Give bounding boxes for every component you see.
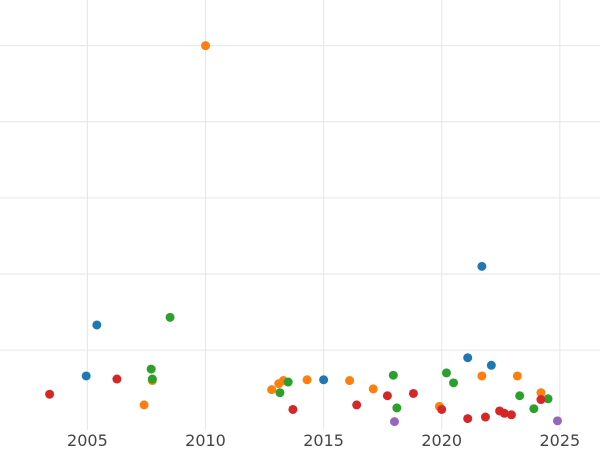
- data-point: [389, 417, 399, 427]
- data-point: [408, 388, 418, 398]
- data-point: [449, 378, 459, 388]
- gridlines: [0, 0, 600, 430]
- data-point: [388, 370, 398, 380]
- data-point: [368, 384, 378, 394]
- x-tick-label: 2010: [185, 431, 226, 450]
- data-point: [165, 312, 175, 322]
- data-point: [345, 376, 355, 386]
- data-point: [477, 371, 487, 381]
- data-point: [536, 388, 546, 398]
- x-tick-label: 2005: [67, 431, 108, 450]
- data-point: [512, 371, 522, 381]
- data-point: [92, 320, 102, 330]
- data-point: [382, 391, 392, 401]
- data-point: [463, 353, 473, 363]
- data-point: [275, 388, 285, 398]
- data-point: [480, 412, 490, 422]
- data-points: [45, 41, 562, 427]
- data-point: [146, 364, 156, 374]
- data-point: [283, 377, 293, 387]
- data-point: [319, 375, 329, 385]
- data-point: [267, 385, 277, 395]
- data-point: [515, 391, 525, 401]
- data-point: [463, 414, 473, 424]
- data-point: [147, 374, 157, 384]
- x-tick-label: 2025: [539, 431, 580, 450]
- x-tick-label: 2020: [421, 431, 462, 450]
- data-point: [81, 371, 91, 381]
- data-point: [437, 404, 447, 414]
- data-point: [543, 394, 553, 404]
- data-point: [139, 400, 149, 410]
- data-point: [506, 410, 516, 420]
- data-point: [486, 360, 496, 370]
- x-tick-label: 2015: [303, 431, 344, 450]
- data-point: [45, 389, 55, 399]
- data-point: [441, 368, 451, 378]
- data-point: [352, 400, 362, 410]
- data-point: [536, 395, 546, 405]
- data-point: [477, 261, 487, 271]
- data-point: [529, 404, 539, 414]
- data-point: [392, 403, 402, 413]
- data-point: [552, 416, 562, 426]
- x-axis-tick-labels: 2005 2010 2015 2020 2025: [67, 431, 580, 450]
- data-point: [499, 408, 509, 418]
- data-point: [288, 404, 298, 414]
- data-point: [112, 374, 122, 384]
- data-point: [201, 41, 211, 51]
- data-point: [302, 375, 312, 385]
